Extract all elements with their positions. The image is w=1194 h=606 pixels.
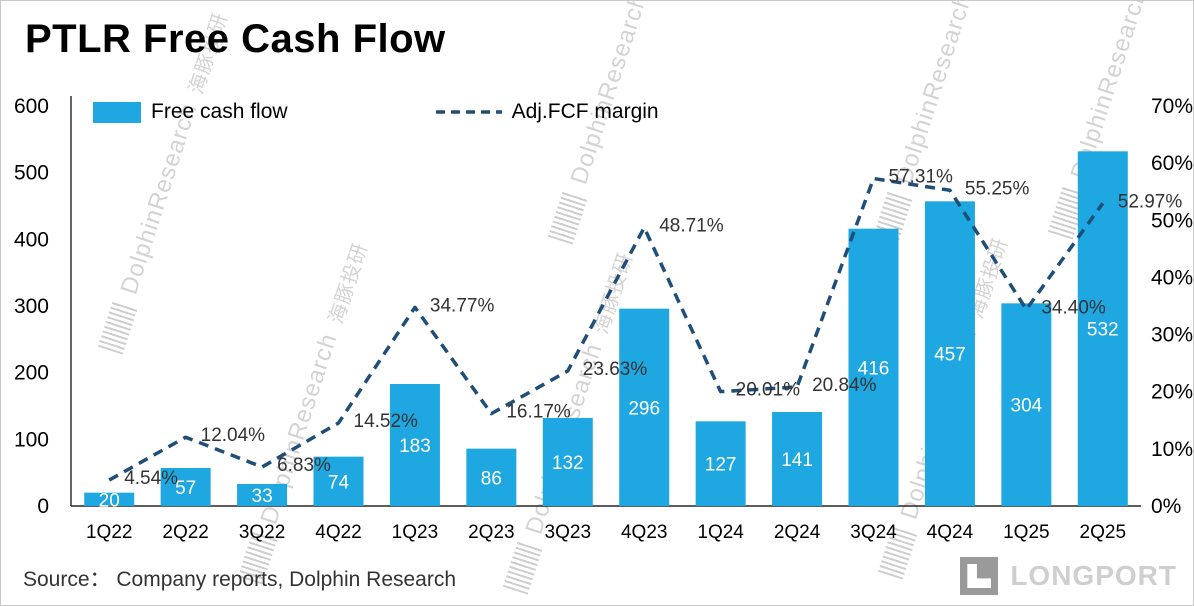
svg-text:132: 132 — [552, 453, 584, 474]
svg-text:20.01%: 20.01% — [736, 380, 801, 401]
svg-text:200: 200 — [14, 362, 49, 385]
dashed-line-swatch-icon — [435, 110, 502, 114]
svg-text:500: 500 — [14, 162, 49, 185]
svg-text:6.83%: 6.83% — [277, 455, 331, 476]
svg-text:1Q25: 1Q25 — [1003, 522, 1049, 543]
svg-text:141: 141 — [781, 450, 813, 471]
svg-text:20%: 20% — [1151, 381, 1193, 404]
svg-text:304: 304 — [1011, 396, 1043, 417]
svg-text:14.52%: 14.52% — [354, 411, 419, 432]
svg-text:30%: 30% — [1151, 324, 1193, 347]
svg-text:127: 127 — [705, 455, 737, 476]
svg-text:532: 532 — [1087, 320, 1119, 341]
chart-legend: Free cash flow Adj.FCF margin — [93, 100, 659, 124]
svg-text:2Q22: 2Q22 — [162, 522, 208, 543]
svg-text:86: 86 — [481, 468, 502, 489]
svg-text:300: 300 — [14, 295, 49, 318]
svg-text:4.54%: 4.54% — [124, 468, 178, 489]
svg-text:34.77%: 34.77% — [430, 295, 495, 316]
svg-text:52.97%: 52.97% — [1118, 191, 1183, 212]
svg-text:0%: 0% — [1151, 495, 1181, 518]
svg-text:34.40%: 34.40% — [1041, 297, 1106, 318]
legend-bar-label: Free cash flow — [151, 100, 288, 123]
svg-text:20.84%: 20.84% — [812, 375, 877, 396]
svg-text:296: 296 — [628, 398, 660, 419]
svg-text:23.63%: 23.63% — [583, 359, 648, 380]
svg-text:1Q22: 1Q22 — [86, 522, 132, 543]
longport-logo: LONGPORT — [960, 557, 1177, 595]
svg-text:12.04%: 12.04% — [201, 425, 266, 446]
svg-text:70%: 70% — [1151, 95, 1193, 118]
svg-text:33: 33 — [252, 486, 273, 507]
svg-text:100: 100 — [14, 428, 49, 451]
svg-text:3Q22: 3Q22 — [239, 522, 285, 543]
svg-text:600: 600 — [14, 95, 49, 118]
svg-text:4Q22: 4Q22 — [315, 522, 361, 543]
svg-text:55.25%: 55.25% — [965, 178, 1030, 199]
svg-text:50%: 50% — [1151, 209, 1193, 232]
svg-text:20: 20 — [99, 490, 120, 511]
svg-text:1Q24: 1Q24 — [697, 522, 744, 543]
source-text: Source： Company reports, Dolphin Researc… — [23, 568, 457, 591]
svg-text:183: 183 — [399, 436, 431, 457]
page-title: PTLR Free Cash Flow — [25, 17, 446, 61]
legend-item-free-cash-flow: Free cash flow — [93, 100, 288, 124]
longport-logo-text: LONGPORT — [1010, 560, 1177, 591]
svg-text:2Q24: 2Q24 — [774, 522, 821, 543]
svg-text:1Q23: 1Q23 — [392, 522, 438, 543]
svg-text:4Q23: 4Q23 — [621, 522, 667, 543]
svg-text:2Q23: 2Q23 — [468, 522, 514, 543]
svg-text:40%: 40% — [1151, 266, 1193, 289]
svg-text:2Q25: 2Q25 — [1080, 522, 1126, 543]
legend-item-adj-fcf-margin: Adj.FCF margin — [435, 100, 659, 124]
svg-text:3Q24: 3Q24 — [850, 522, 897, 543]
svg-text:416: 416 — [858, 358, 890, 379]
svg-text:16.17%: 16.17% — [506, 402, 571, 423]
bar-swatch-icon — [93, 101, 141, 123]
svg-text:4Q24: 4Q24 — [927, 522, 974, 543]
svg-text:48.71%: 48.71% — [659, 216, 724, 237]
svg-text:0: 0 — [37, 495, 49, 518]
svg-text:57.31%: 57.31% — [889, 167, 954, 188]
legend-line-label: Adj.FCF margin — [511, 100, 659, 123]
svg-text:10%: 10% — [1151, 438, 1193, 461]
svg-text:3Q23: 3Q23 — [545, 522, 591, 543]
svg-text:74: 74 — [328, 472, 350, 493]
svg-text:400: 400 — [14, 228, 49, 251]
svg-text:457: 457 — [934, 345, 966, 366]
longport-logo-icon — [960, 557, 999, 595]
svg-text:57: 57 — [175, 478, 196, 499]
svg-text:60%: 60% — [1151, 152, 1193, 175]
